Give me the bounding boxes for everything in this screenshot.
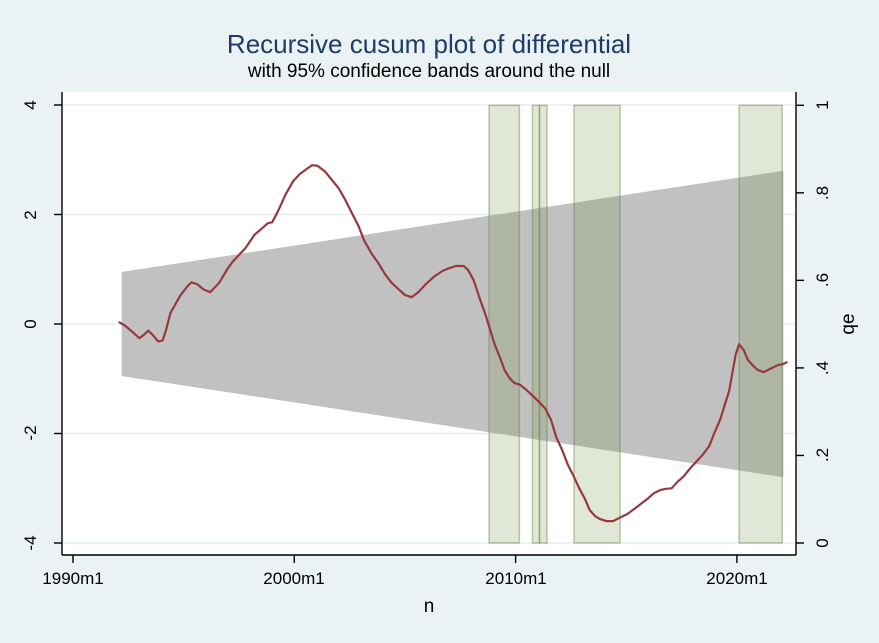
x-tick-label: 2000m1 (263, 569, 325, 588)
y-right-tick-label: 1 (813, 100, 832, 110)
chart-title: Recursive cusum plot of differential (226, 29, 632, 59)
y-left-tick-label: 4 (21, 100, 40, 110)
x-tick-label: 2020m1 (706, 569, 768, 588)
x-axis-title: n (423, 596, 435, 617)
chart-subtitle: with 95% confidence bands around the nul… (247, 61, 611, 82)
y-right-axis-title: qe (838, 313, 859, 335)
y-right-tick-label: 0 (813, 538, 832, 548)
x-tick-label: 1990m1 (42, 569, 104, 588)
y-left-tick-label: 2 (21, 210, 40, 220)
y-right-tick-label: .8 (813, 185, 832, 201)
y-right-tick-label: .6 (813, 272, 832, 288)
x-tick-label: 2010m1 (485, 569, 547, 588)
y-left-tick-label: -4 (21, 535, 40, 551)
y-left-tick-label: 0 (21, 319, 40, 329)
y-left-tick-label: -2 (21, 425, 40, 441)
y-right-tick-label: .4 (813, 360, 832, 376)
y-right-tick-label: .2 (813, 447, 832, 463)
